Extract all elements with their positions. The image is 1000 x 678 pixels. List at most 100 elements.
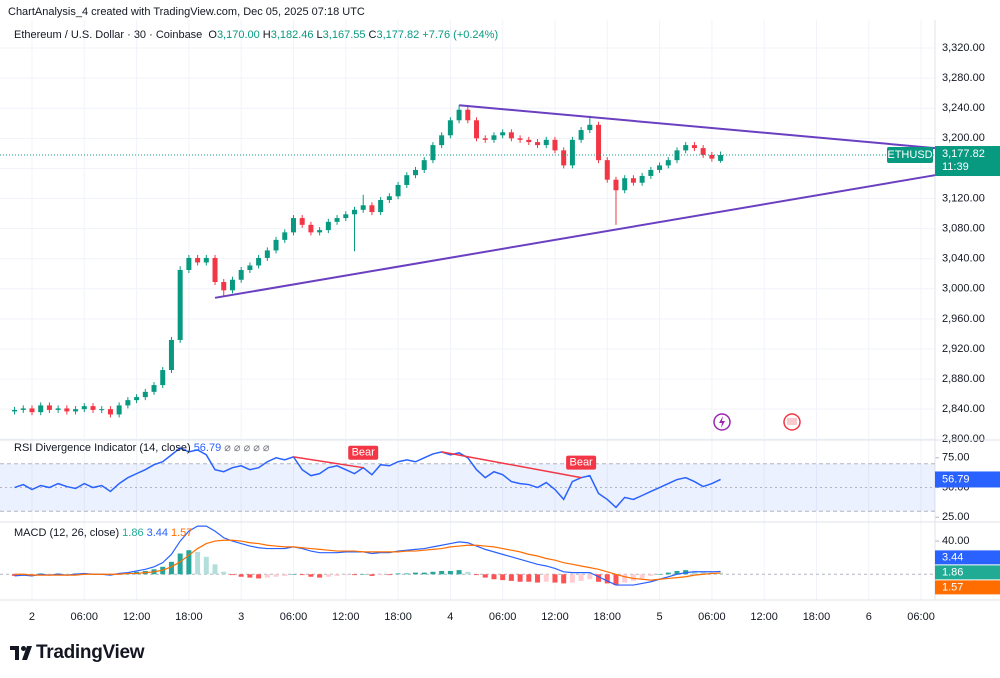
x-tick-label: 3 xyxy=(238,611,244,623)
event-icon xyxy=(787,418,797,425)
ohlc-value: 3,167.55 xyxy=(322,29,366,41)
price-tag-label: 3,177.82 xyxy=(942,148,985,160)
x-tick-label: 06:00 xyxy=(907,611,935,623)
candle-body xyxy=(160,370,166,386)
histogram-bar xyxy=(596,574,602,582)
candle-body xyxy=(526,139,532,143)
histogram-bar xyxy=(508,574,514,581)
histogram-bar xyxy=(456,570,462,575)
candle-body xyxy=(604,160,610,180)
candle-body xyxy=(20,408,26,410)
histogram-bar xyxy=(386,574,392,576)
ohlc-value: 3,177.82 xyxy=(376,29,420,41)
candle-body xyxy=(151,385,157,392)
histogram-bar xyxy=(587,574,593,580)
ohlc-value: 3,182.46 xyxy=(270,29,314,41)
histogram-bar xyxy=(203,556,209,575)
candle-body xyxy=(343,214,349,219)
histogram-bar xyxy=(360,574,366,575)
change: +7.76 (+0.24%) xyxy=(422,29,499,41)
x-tick-label: 4 xyxy=(447,611,453,623)
candle-body xyxy=(665,160,671,166)
candle-body xyxy=(73,409,79,412)
candle-body xyxy=(308,224,314,233)
candle-body xyxy=(299,218,305,225)
histogram-bar xyxy=(12,574,18,576)
histogram-bar xyxy=(700,571,706,575)
x-tick-label: 06:00 xyxy=(489,611,517,623)
candle-body xyxy=(421,160,427,170)
candle-body xyxy=(38,405,44,413)
x-tick-label: 06:00 xyxy=(280,611,308,623)
ohlc-label: L xyxy=(316,29,323,41)
macd-line xyxy=(14,539,721,581)
candle-body xyxy=(177,269,183,340)
logo-part xyxy=(10,646,19,650)
candle-body xyxy=(430,145,436,161)
x-tick-label: 12:00 xyxy=(332,611,360,623)
histogram-bar xyxy=(290,574,296,575)
histogram-bar xyxy=(491,574,497,580)
histogram-bar xyxy=(665,572,671,575)
histogram-bar xyxy=(369,574,375,576)
indicator-value: 1.57 xyxy=(171,527,193,539)
macd-line xyxy=(14,525,721,586)
y-tick-label: 3,000.00 xyxy=(942,283,985,295)
candle-body xyxy=(282,232,288,240)
candle-body xyxy=(709,154,715,159)
histogram-bar xyxy=(648,574,654,576)
credit: ChartAnalysis_4 created with TradingView… xyxy=(8,6,365,18)
histogram-bar xyxy=(238,574,244,577)
histogram-bar xyxy=(526,574,532,582)
candle-body xyxy=(29,408,35,413)
candle-body xyxy=(657,165,663,170)
histogram-bar xyxy=(195,551,201,575)
divergence-badge xyxy=(348,445,379,460)
candle-body xyxy=(125,400,131,406)
x-tick-label: 6 xyxy=(866,611,872,623)
histogram-bar xyxy=(168,561,174,575)
indicator-value: 3.44 xyxy=(146,527,168,539)
candle-body xyxy=(273,239,279,251)
histogram-bar xyxy=(256,574,262,579)
histogram-bar xyxy=(500,574,506,581)
histogram-bar xyxy=(474,574,480,576)
candle-body xyxy=(134,397,140,401)
histogram-bar xyxy=(639,574,645,579)
candle-body xyxy=(212,257,218,283)
candle-body xyxy=(116,405,122,415)
histogram-bar xyxy=(674,570,680,575)
candle-body xyxy=(622,178,628,191)
candle-body xyxy=(325,221,331,231)
candle-body xyxy=(552,139,558,151)
histogram-bar xyxy=(691,570,697,575)
candle-body xyxy=(360,205,366,210)
candle-body xyxy=(99,409,105,411)
event-icon xyxy=(719,416,725,428)
histogram-bar xyxy=(413,572,419,575)
histogram-bar xyxy=(212,564,218,575)
y-tick-label: 75.00 xyxy=(942,452,970,464)
value-tag xyxy=(935,550,1000,565)
candle-body xyxy=(221,282,227,291)
y-tick-label: 3,280.00 xyxy=(942,72,985,84)
logo-part xyxy=(21,646,26,651)
histogram-bar xyxy=(561,574,567,584)
ohlc-value: 3,170.00 xyxy=(216,29,260,41)
y-tick-label: 2,920.00 xyxy=(942,343,985,355)
value-tag-label: 1.86 xyxy=(942,566,963,578)
divergence-label: Bear xyxy=(352,447,376,459)
histogram-bar xyxy=(613,574,619,586)
histogram-bar xyxy=(229,574,235,576)
x-tick-label: 18:00 xyxy=(594,611,622,623)
histogram-bar xyxy=(465,571,471,575)
event-icons xyxy=(713,413,801,431)
candle-body xyxy=(517,138,523,140)
histogram-bar xyxy=(622,574,628,583)
candle-body xyxy=(613,179,619,191)
candle-body xyxy=(378,200,384,213)
y-tick-label: 2,840.00 xyxy=(942,403,985,415)
value-tag-label: 3.44 xyxy=(942,551,963,563)
